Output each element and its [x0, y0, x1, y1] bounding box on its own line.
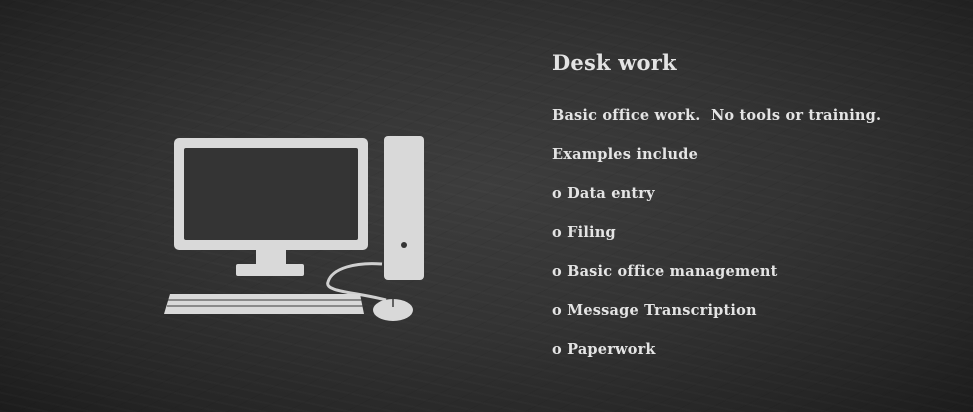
tower-icon: [384, 136, 424, 280]
desktop-computer-icon: [164, 136, 424, 321]
list-item: o Data entry: [552, 185, 655, 202]
list-item: o Filing: [552, 224, 616, 241]
slide-title: Desk work: [552, 50, 677, 75]
list-item: o Basic office management: [552, 263, 778, 280]
keyboard-icon: [164, 294, 364, 314]
list-item: o Message Transcription: [552, 302, 757, 319]
examples-heading: Examples include: [552, 146, 699, 163]
list-item: o Paperwork: [552, 341, 656, 358]
mouse-icon: [373, 299, 413, 321]
intro-text: Basic office work. No tools or training.: [552, 107, 882, 124]
